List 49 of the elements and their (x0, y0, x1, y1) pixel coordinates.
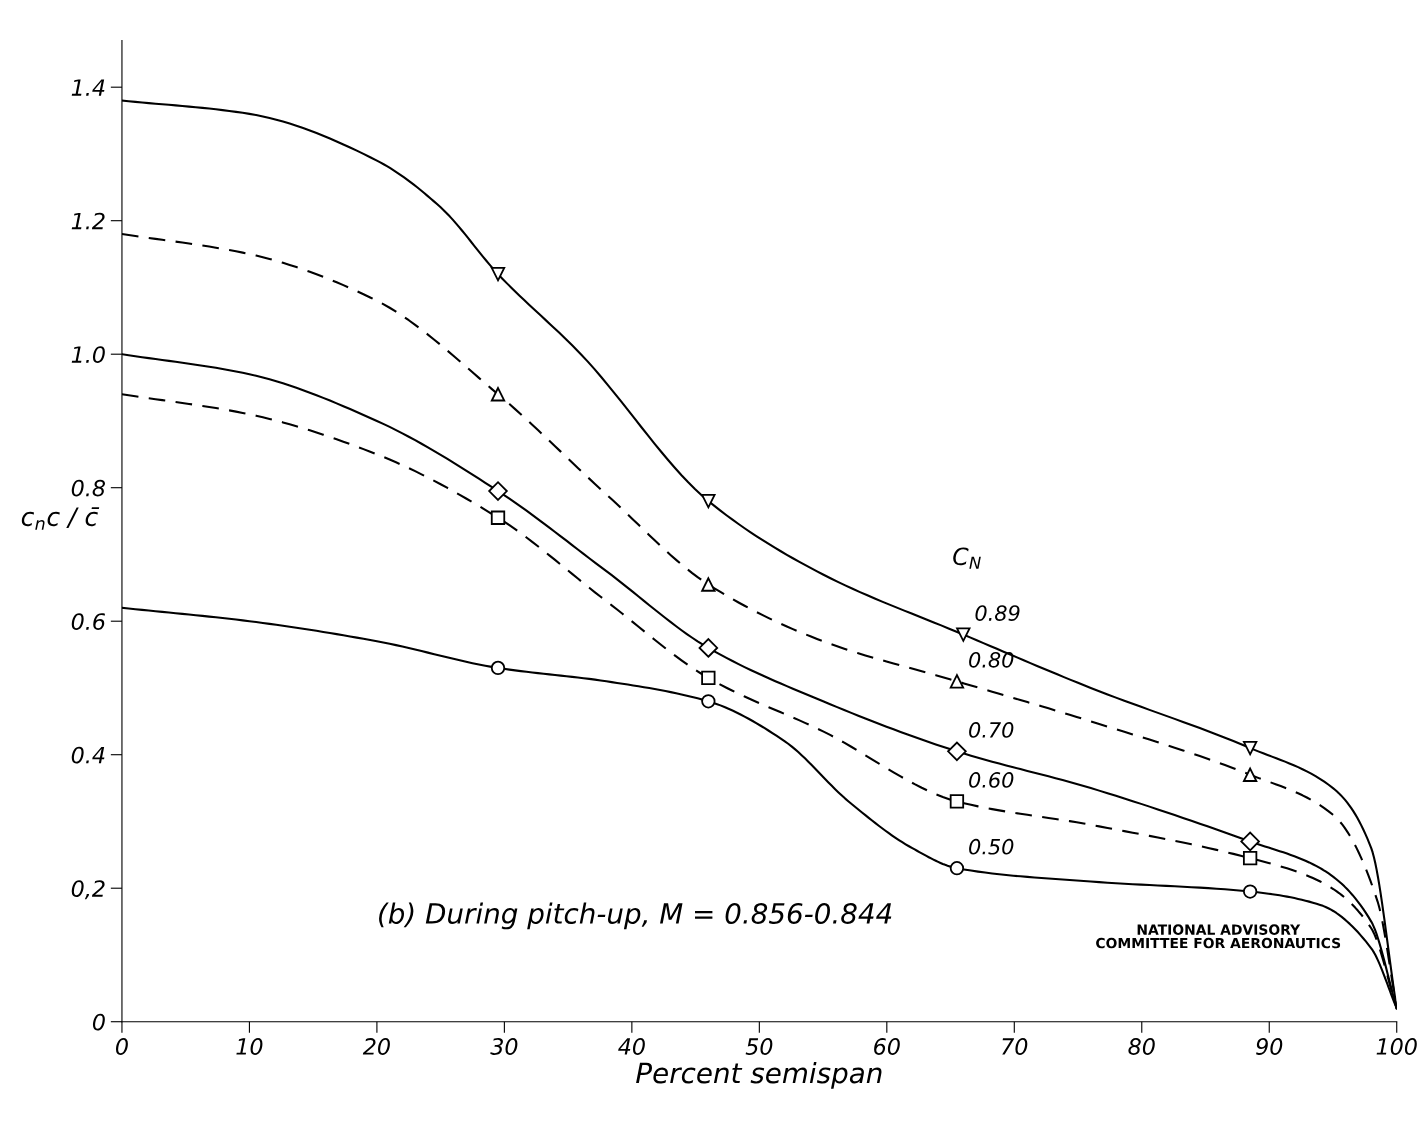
y-tick-label: 0 (92, 1013, 105, 1031)
x-axis-title: Percent semispan (636, 1061, 882, 1089)
x-tick-label: 60 (874, 1038, 900, 1055)
y-tick-label: 1.0 (71, 346, 105, 363)
x-tick-label: 80 (1128, 1038, 1155, 1055)
x-tick-label: 100 (1376, 1038, 1417, 1055)
x-tick-label: 90 (1256, 1038, 1283, 1055)
point (701, 694, 716, 709)
x-tick-label: 10 (236, 1038, 263, 1055)
point (1242, 740, 1258, 756)
y-tick-label: 1.4 (71, 79, 105, 96)
series-label: 0.89 (975, 605, 1020, 621)
point (490, 510, 506, 525)
point (949, 861, 965, 876)
y-tick-label: 0,2 (71, 880, 105, 900)
y-tick-label: 0.8 (71, 479, 106, 497)
x-tick-label: 40 (618, 1038, 645, 1055)
point (698, 638, 719, 658)
x-tick-label: 70 (1002, 1038, 1028, 1055)
annotation: (b) During pitch-up, M = 0.856-0.844 (379, 902, 892, 930)
x-tick-label: 20 (362, 1038, 390, 1055)
y-axis-title: c$_{n}$c / c̄ (21, 507, 100, 530)
series-label: 0.80 (969, 651, 1014, 668)
point (1242, 851, 1258, 866)
x-tick-label: 50 (745, 1038, 773, 1055)
point (949, 794, 965, 809)
point (949, 674, 965, 689)
annotation: NATIONAL ADVISORY COMMITTEE FOR AERONAUTICS (1096, 924, 1341, 949)
x-tick-label: 30 (490, 1038, 518, 1055)
point (956, 627, 971, 642)
point (947, 741, 967, 762)
point (701, 670, 716, 686)
point (701, 577, 716, 592)
point (701, 493, 716, 509)
y-tick-label: 0.4 (71, 746, 105, 764)
x-tick-label: 0 (115, 1038, 128, 1055)
point (488, 481, 508, 501)
y-tick-label: 1.2 (71, 212, 105, 230)
y-tick-label: 0.6 (71, 613, 105, 630)
point (1242, 884, 1258, 899)
series-label: 0.50 (969, 838, 1014, 855)
point (490, 660, 506, 676)
series-label: 0.70 (969, 722, 1014, 738)
series-label: 0.60 (969, 772, 1014, 788)
point (1242, 767, 1258, 782)
legend-title: C$_{N}$ (953, 547, 981, 569)
point (490, 266, 506, 282)
point (490, 387, 506, 402)
point (1240, 831, 1260, 852)
